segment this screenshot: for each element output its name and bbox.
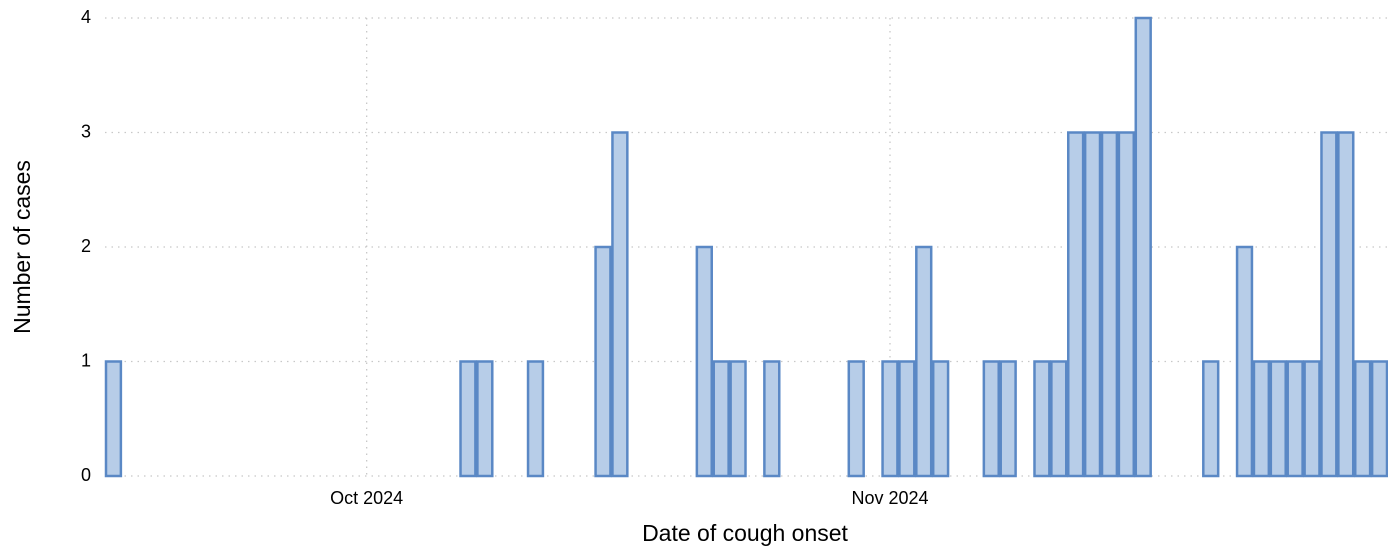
y-tick-label: 2 — [81, 236, 91, 256]
bar — [1370, 360, 1388, 478]
bar — [594, 245, 612, 478]
bar — [1202, 360, 1220, 478]
bar — [1353, 360, 1372, 478]
bar — [459, 360, 477, 478]
bar — [1117, 131, 1136, 478]
bar — [526, 360, 545, 478]
bar — [104, 360, 123, 478]
y-tick-label: 3 — [81, 121, 91, 141]
bar — [1269, 360, 1287, 478]
bar — [1337, 131, 1355, 478]
bar — [1050, 360, 1068, 478]
bar — [1033, 360, 1051, 478]
bar — [847, 360, 865, 478]
bar — [1303, 360, 1321, 478]
x-tick-label: Oct 2024 — [330, 488, 403, 508]
bar — [931, 360, 950, 478]
bar — [1067, 131, 1085, 478]
y-axis-label: Number of cases — [9, 160, 35, 334]
x-axis-label: Date of cough onset — [642, 520, 848, 546]
bar — [1252, 360, 1271, 478]
bar — [763, 360, 781, 478]
bar — [729, 360, 747, 478]
bar — [712, 360, 730, 478]
bar — [1083, 131, 1102, 478]
bar — [915, 245, 933, 478]
y-tick-label: 1 — [81, 350, 91, 370]
bar — [1286, 360, 1304, 478]
bar — [476, 360, 494, 478]
bar — [1134, 16, 1152, 478]
bar — [1235, 245, 1254, 478]
y-tick-label: 4 — [81, 7, 91, 27]
bar — [999, 360, 1017, 478]
bar — [1100, 131, 1119, 478]
bar — [1320, 131, 1338, 478]
bar — [881, 360, 899, 478]
bar — [611, 131, 629, 478]
bar — [982, 360, 1000, 478]
y-tick-label: 0 — [81, 465, 91, 485]
bar — [695, 245, 713, 478]
bar — [898, 360, 916, 478]
x-tick-label: Nov 2024 — [851, 488, 928, 508]
